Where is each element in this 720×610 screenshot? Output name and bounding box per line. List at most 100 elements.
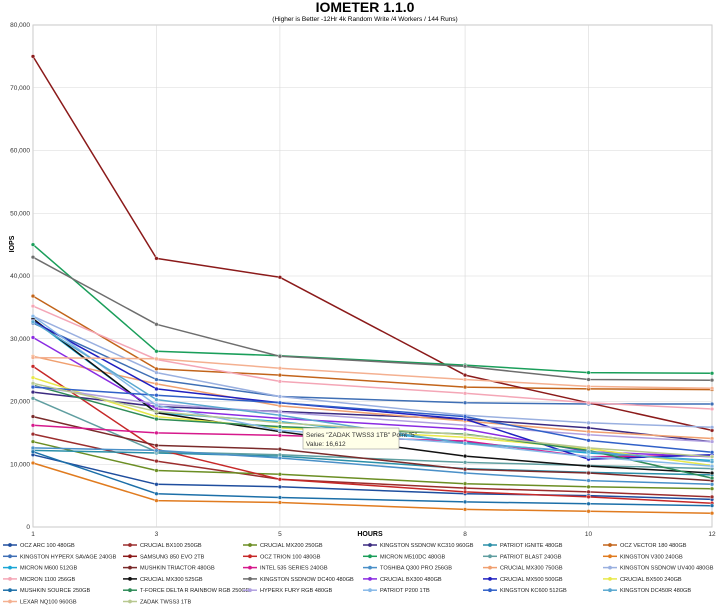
data-point [154, 443, 159, 448]
data-point [709, 459, 715, 464]
legend-swatch-marker [608, 565, 612, 570]
series-line [32, 336, 713, 458]
data-point [586, 438, 591, 443]
legend-item: PATRIOT IGNITE 480GB [483, 543, 563, 549]
x-tick-label: 8 [463, 531, 467, 538]
legend-item: KINGSTON DC450R 480GB [603, 588, 691, 594]
series-line [32, 355, 713, 440]
data-point [30, 396, 36, 401]
legend-item: CRUCIAL MX300 750GB [483, 566, 563, 572]
data-point [277, 275, 283, 280]
data-point [709, 503, 715, 508]
legend-swatch-marker [128, 565, 132, 570]
legend-swatch-marker [488, 577, 492, 581]
series [30, 314, 715, 430]
legend-item: KINGSTON SSDNOW DC400 480GB [243, 577, 354, 583]
data-point [30, 460, 36, 466]
legend-label: OCZ ARC 100 480GB [20, 543, 75, 549]
data-point [462, 391, 468, 396]
data-point [30, 355, 36, 360]
legend-item: ZADAK TWSS3 1TB [123, 600, 191, 606]
legend-item: KINGSTON SSDNOW KC310 960GB [363, 543, 474, 549]
data-point [30, 335, 36, 340]
data-point [462, 481, 468, 486]
data-point [30, 255, 36, 260]
data-point [154, 430, 159, 435]
data-point [462, 470, 468, 476]
data-point [30, 423, 36, 428]
data-point [154, 397, 159, 402]
data-point [586, 470, 591, 476]
series [30, 439, 715, 491]
data-point [154, 349, 159, 354]
data-point [277, 495, 283, 500]
data-point [586, 478, 591, 483]
legend-swatch-marker [368, 554, 372, 559]
data-point [277, 447, 283, 452]
legend-swatch-marker [368, 588, 372, 593]
data-point [462, 453, 468, 459]
legend-item: KINGSTON KC600 512GB [483, 588, 567, 594]
legend-swatch-marker [128, 588, 132, 593]
data-point [709, 450, 715, 455]
legend-label: KINGSTON SSDNOW UV400 480GB [620, 566, 714, 572]
data-point-tooltip: Series "ZADAK TWSS3 1TB" Point "5" Value… [302, 427, 418, 450]
data-point [30, 449, 36, 454]
chart-subtitle: (Higher is Better -12Hr 4k Random Write … [272, 16, 457, 23]
legend-item: MUSHKIN TRIACTOR 480GB [123, 566, 215, 572]
data-point [277, 400, 283, 405]
legend-label: PATRIOT P200 1TB [380, 588, 430, 594]
axis-layer: 0 10,000 20,000 30,000 40,000 50,000 60,000 70,… [10, 22, 716, 538]
legend-item: CRUCIAL MX500 500GB [483, 577, 563, 583]
data-point [30, 445, 36, 451]
series [30, 304, 715, 412]
data-point [30, 381, 36, 386]
tooltip-box [302, 427, 400, 450]
legend-swatch-marker [488, 543, 492, 547]
data-point [462, 489, 468, 494]
legend-item: LEXAR NQ100 960GB [3, 600, 77, 606]
y-tick-label: 70,000 [10, 85, 30, 92]
legend-item: HYPERX FURY RGB 480GB [243, 588, 332, 594]
legend-swatch-marker [8, 543, 12, 547]
data-point [709, 494, 715, 499]
data-point [277, 373, 283, 378]
y-tick-label: 80,000 [10, 22, 30, 29]
legend-swatch-marker [128, 554, 132, 559]
y-axis-title: IOPS [9, 235, 16, 252]
data-point [462, 467, 468, 472]
series-line [32, 454, 713, 501]
legend-label: TOSHIBA Q300 PRO 256GB [380, 566, 452, 572]
x-tick-label: 5 [278, 531, 282, 538]
legend-label: ZADAK TWSS3 1TB [140, 600, 191, 606]
data-point [709, 511, 715, 516]
legend-item: TOSHIBA Q300 PRO 256GB [363, 566, 452, 572]
series [30, 460, 715, 516]
data-point [277, 366, 283, 371]
legend-item: MICRON M510DC 480GB [363, 554, 446, 560]
legend-label: CRUCIAL MX300 750GB [500, 566, 563, 572]
data-point [154, 448, 159, 453]
data-point [277, 424, 283, 429]
legend-label: MUSHKIN SOURCE 250GB [20, 588, 91, 594]
legend-swatch-marker [8, 577, 12, 581]
series-line [32, 440, 713, 490]
legend-item: CRUCIAL BX500 240GB [603, 577, 682, 583]
data-point [462, 427, 468, 432]
legend-label: CRUCIAL BX300 480GB [380, 577, 442, 583]
series-line [32, 322, 712, 405]
x-tick-label: 10 [585, 531, 593, 538]
legend-item: CRUCIAL MX300 525GB [123, 577, 203, 583]
y-tick-label: 50,000 [10, 210, 30, 217]
data-point [709, 470, 715, 476]
series-line [32, 447, 713, 486]
legend-label: SAMSUNG 850 EVO 2TB [140, 554, 205, 560]
legend-swatch-marker [488, 554, 492, 559]
data-point [154, 256, 159, 261]
legend-swatch-marker [248, 577, 252, 581]
data-point [277, 394, 283, 399]
data-point [30, 54, 36, 59]
data-point [277, 428, 283, 433]
legend-label: OCZ VECTOR 180 480GB [620, 543, 687, 549]
